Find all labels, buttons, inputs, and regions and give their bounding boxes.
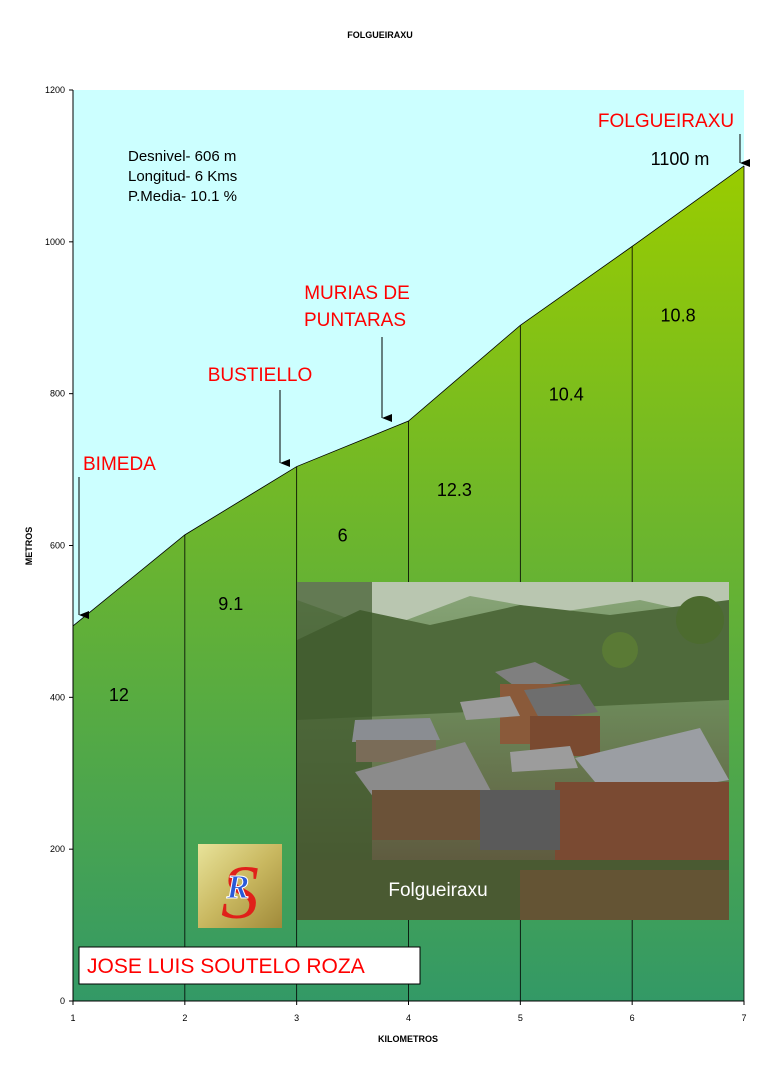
y-tick-label: 0 (60, 996, 65, 1006)
logo-letter-s: S (221, 851, 259, 935)
grade-label-km-2: 9.1 (218, 594, 243, 614)
x-axis-label: KILOMETROS (378, 1034, 438, 1044)
summary-desnivel: Desnivel- 606 m (128, 148, 236, 165)
grade-label-km-1: 12 (109, 685, 129, 705)
place-label-folgueiraxu: FOLGUEIRAXU (598, 111, 734, 132)
y-tick-label: 400 (50, 692, 65, 702)
photo-caption: Folgueiraxu (388, 880, 487, 901)
y-axis-label: METROS (24, 527, 34, 566)
author-name: JOSE LUIS SOUTELO ROZA (87, 955, 365, 978)
x-tick-label: 5 (518, 1013, 523, 1023)
y-tick-label: 1000 (45, 237, 65, 247)
summit-altitude-label: 1100 m (651, 149, 710, 169)
x-tick-label: 2 (182, 1013, 187, 1023)
village-photo: Folgueiraxu (297, 582, 729, 920)
grade-label-km-3: 6 (338, 526, 348, 546)
author-logo: S R (198, 844, 282, 935)
x-tick-label: 4 (406, 1013, 411, 1023)
y-tick-label: 1200 (45, 85, 65, 95)
place-label-bimeda: BIMEDA (83, 454, 156, 475)
place-label-murias-line1: MURIAS DE (304, 283, 410, 304)
x-tick-label: 6 (630, 1013, 635, 1023)
y-tick-label: 200 (50, 844, 65, 854)
place-label-murias-line2: PUNTARAS (304, 310, 406, 331)
grade-label-km-4: 12.3 (437, 480, 472, 500)
place-label-bustiello: BUSTIELLO (208, 365, 313, 386)
summary-pendiente: P.Media- 10.1 % (128, 188, 237, 205)
author-box: JOSE LUIS SOUTELO ROZA (78, 946, 421, 985)
y-tick-label: 600 (50, 541, 65, 551)
x-tick-label: 3 (294, 1013, 299, 1023)
summary-longitud: Longitud- 6 Kms (128, 168, 237, 185)
y-axis-ticks: 0 200 400 600 800 1000 1200 (45, 85, 73, 1006)
segment-grade-labels: 12 9.1 6 12.3 10.4 10.8 (109, 305, 696, 705)
x-axis-ticks: 1 2 3 4 5 6 7 (70, 1001, 747, 1023)
logo-letter-r: R (226, 869, 250, 906)
chart-title: FOLGUEIRAXU (347, 30, 413, 40)
y-tick-label: 800 (50, 389, 65, 399)
grade-label-km-5: 10.4 (549, 384, 584, 404)
x-tick-label: 1 (70, 1013, 75, 1023)
grade-label-km-6: 10.8 (661, 305, 696, 325)
x-tick-label: 7 (741, 1013, 746, 1023)
